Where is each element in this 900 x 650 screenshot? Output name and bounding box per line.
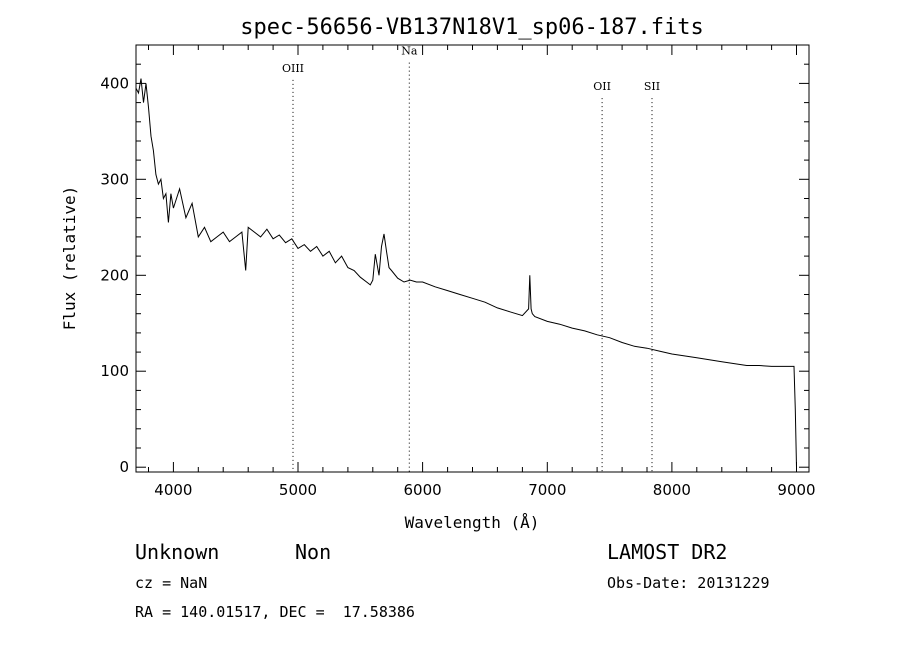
- x-axis-title: Wavelength (Å): [405, 513, 540, 532]
- line-marker-label: SII: [644, 80, 660, 93]
- line-marker-label: OII: [593, 80, 611, 93]
- line-marker-label: OIII: [282, 62, 304, 75]
- y-tick-label: 200: [100, 266, 129, 284]
- plot-frame: [135, 44, 810, 473]
- emission-line-markers: OIII Na OII SII: [282, 45, 660, 472]
- x-tick-label: 9000: [777, 481, 815, 499]
- axis-ticks: 4000 5000 6000 7000 8000 9000 0 100 200 300 400: [100, 45, 816, 499]
- redshift-text: cz = NaN: [135, 574, 208, 592]
- spectrum-line: [135, 78, 797, 468]
- x-tick-label: 5000: [279, 481, 317, 499]
- x-tick-label: 7000: [528, 481, 566, 499]
- x-tick-label: 6000: [404, 481, 442, 499]
- y-axis-title: Flux (relative): [60, 186, 79, 331]
- chart-title: spec-56656-VB137N18V1_sp06-187.fits: [240, 15, 704, 40]
- y-tick-label: 300: [100, 170, 129, 188]
- subclass-label: Non: [295, 540, 332, 564]
- x-tick-label: 4000: [154, 481, 192, 499]
- y-tick-label: 400: [100, 74, 129, 92]
- survey-label: LAMOST DR2: [607, 540, 728, 564]
- y-tick-label: 100: [100, 362, 129, 380]
- line-marker-label: Na: [401, 45, 418, 58]
- ra-dec-text: RA = 140.01517, DEC = 17.58386: [135, 603, 415, 621]
- x-tick-label: 8000: [653, 481, 691, 499]
- y-tick-label: 0: [119, 458, 129, 476]
- class-label: Unknown: [135, 540, 220, 564]
- obs-date-text: Obs-Date: 20131229: [607, 574, 770, 592]
